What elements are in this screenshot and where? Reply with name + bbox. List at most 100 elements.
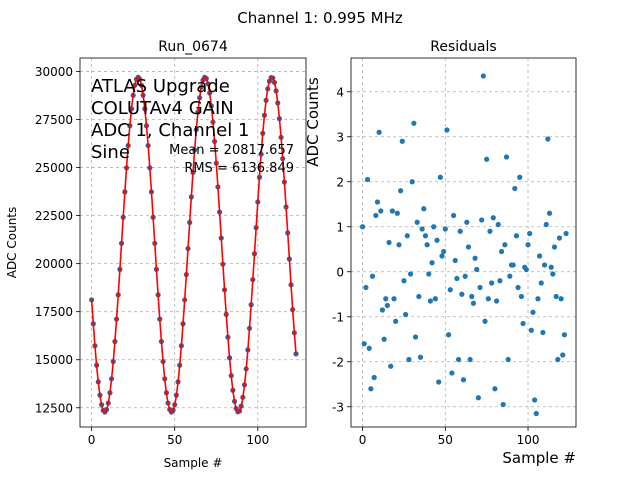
residual-point — [404, 233, 410, 239]
residual-point — [545, 136, 551, 142]
residual-point — [444, 127, 450, 133]
sample-point — [293, 351, 299, 357]
y-tick-label: 22500 — [35, 209, 73, 223]
x-tick-label: 50 — [438, 433, 453, 447]
residual-point — [518, 293, 525, 300]
x-tick-label: 100 — [517, 433, 540, 447]
residual-point — [533, 410, 539, 417]
residual-point — [497, 278, 503, 284]
residual-point — [546, 210, 553, 216]
residuals-panel: 0 50 100 -3 -2 -1 0 1 2 3 4 Residuals Sample # ADC Co… — [304, 39, 577, 467]
residual-point — [498, 248, 505, 255]
panel-title: Residuals — [430, 39, 496, 55]
residual-point — [371, 374, 377, 381]
residual-point — [500, 401, 506, 408]
residual-point — [474, 266, 480, 273]
axes-frame — [79, 57, 307, 428]
y-tick-label: -2 — [332, 355, 344, 369]
residual-point — [436, 379, 442, 385]
y-axis-label: ADC Counts — [5, 207, 19, 279]
residual-point — [419, 226, 425, 232]
adc-samples-panel: 0 50 100 12500 15000 17500 20000 22500 25000 2750… — [5, 39, 307, 470]
residual-point — [532, 397, 538, 403]
residual-point — [406, 356, 412, 363]
residual-point — [525, 242, 531, 248]
y-tick-label: -1 — [332, 310, 344, 324]
residual-point — [523, 266, 529, 273]
x-tick-label: 0 — [359, 433, 367, 447]
x-tick-label: 0 — [88, 433, 96, 447]
residual-point — [388, 363, 394, 369]
residual-point — [452, 257, 458, 264]
axes-frame — [350, 57, 577, 428]
residual-point — [366, 345, 372, 351]
residual-point — [454, 275, 460, 282]
x-tick-label: 100 — [246, 433, 269, 447]
residual-point — [368, 386, 374, 392]
residual-point — [378, 208, 384, 214]
residual-point — [432, 296, 438, 302]
y-tick-label: 20000 — [35, 257, 73, 271]
residual-point — [555, 356, 561, 363]
y-tick-label: 25000 — [35, 161, 73, 175]
residual-point — [389, 208, 395, 214]
residual-point — [469, 293, 475, 300]
residual-point — [505, 356, 511, 363]
residual-point — [374, 199, 381, 205]
residual-point — [561, 332, 568, 338]
atlas-annotation-line: Sine — [91, 142, 130, 163]
residual-point — [364, 176, 371, 183]
residual-point — [482, 318, 488, 324]
residual-point — [394, 210, 400, 216]
residual-point — [540, 329, 546, 336]
y-axis-label: ADC Counts — [304, 77, 322, 167]
residual-point — [383, 296, 389, 302]
residual-point — [556, 235, 563, 241]
residual-point — [551, 244, 558, 250]
x-axis-label: Sample # — [164, 456, 223, 470]
residual-point — [470, 300, 477, 306]
residual-point — [520, 320, 526, 327]
residual-point — [417, 354, 424, 360]
residual-point — [424, 242, 430, 248]
residual-point — [560, 352, 566, 358]
residual-point — [485, 296, 491, 302]
residual-point — [464, 219, 470, 225]
residual-point — [386, 239, 392, 246]
residual-point — [441, 248, 447, 255]
residual-point — [379, 307, 386, 313]
residual-point — [393, 318, 399, 324]
residual-point — [376, 129, 382, 135]
residual-point — [484, 156, 490, 162]
residual-point — [558, 296, 564, 302]
residual-point — [459, 291, 465, 297]
residual-point — [449, 370, 455, 376]
residual-point — [411, 120, 417, 126]
y-tick-label: 4 — [336, 85, 344, 99]
residual-point — [550, 271, 556, 277]
residual-point — [477, 284, 483, 291]
y-tick-label: 12500 — [35, 401, 73, 415]
residual-point — [487, 228, 493, 234]
residual-point — [429, 260, 435, 266]
atlas-annotation-line: COLUTAv4 GAIN — [91, 98, 234, 119]
residual-point — [507, 273, 513, 279]
residual-point — [530, 309, 536, 315]
residual-point — [373, 212, 379, 219]
y-tick-label: 17500 — [35, 305, 73, 319]
residual-point — [535, 296, 541, 302]
residual-point — [369, 273, 376, 279]
residual-point — [359, 224, 366, 230]
residual-point — [495, 221, 501, 228]
residual-point — [434, 237, 440, 243]
rms-stat: RMS = 6136.849 — [184, 161, 294, 176]
atlas-annotation-line: ADC 1, Channel 1 — [91, 120, 249, 141]
y-tick-label: -3 — [332, 400, 344, 414]
residual-point — [517, 174, 523, 180]
residual-point — [421, 206, 427, 212]
residual-point — [407, 271, 414, 277]
residual-point — [401, 278, 407, 284]
residual-point — [512, 185, 518, 192]
residual-point — [437, 174, 443, 180]
residual-point — [384, 302, 390, 309]
